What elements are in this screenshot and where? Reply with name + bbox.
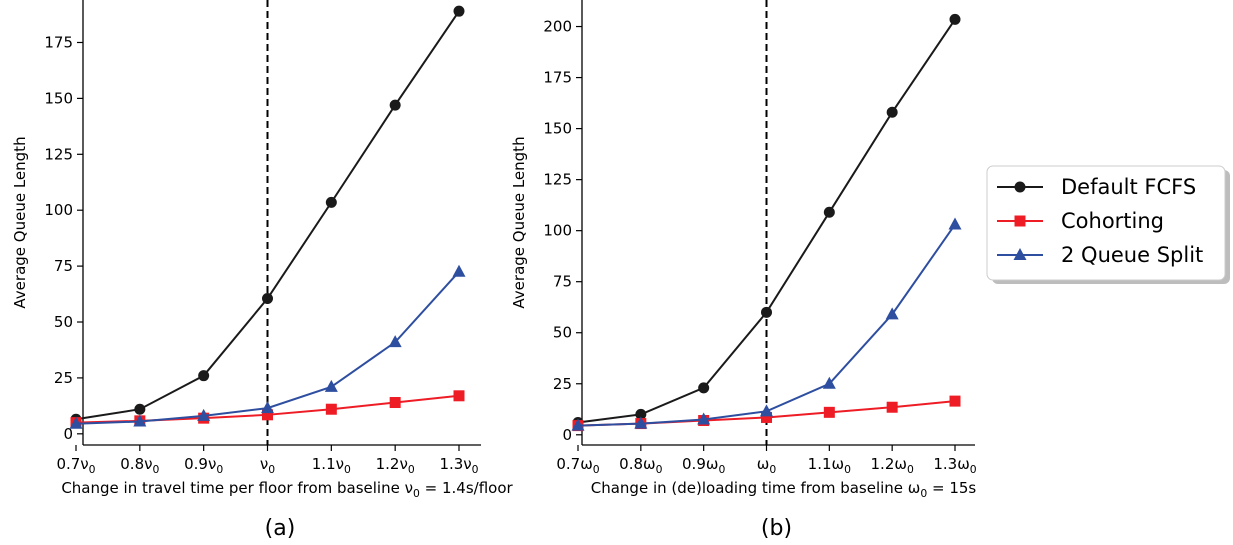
point-2-queue-split [197, 408, 211, 421]
x-tick-label: 1.1ν0​ [312, 455, 351, 476]
y-tick-label: 25 [54, 369, 73, 387]
panel-b: 0 25 50 75 100 125 150 175 200 0.7ω0​ 0.8ω0​ 0.9ω0​… [510, 0, 977, 541]
point-default-fcfs [453, 5, 465, 17]
x-tick-label: 0.8ω0​ [619, 455, 662, 476]
point-cohorting [389, 397, 401, 409]
x-tick-label: 0.7ν0​ [56, 455, 95, 476]
y-tick-label: 0 [63, 425, 73, 443]
point-default-fcfs [198, 370, 210, 382]
point-default-fcfs [698, 382, 710, 394]
x-tick-label: ω0​ [757, 455, 777, 476]
panel-label: (b) [761, 516, 792, 541]
point-default-fcfs [134, 403, 146, 415]
x-tick-label: 0.9ν0​ [184, 455, 223, 476]
panel-label: (a) [265, 516, 296, 541]
point-2-queue-split [69, 416, 83, 429]
x-tick-label: 0.7ω0​ [556, 455, 599, 476]
point-default-fcfs [635, 408, 647, 420]
point-default-fcfs [823, 206, 835, 218]
y-tick-label: 75 [553, 273, 572, 291]
y-tick-label: 50 [553, 324, 572, 342]
point-2-queue-split [133, 414, 147, 427]
legend-label-2-queue-split: 2 Queue Split [1061, 243, 1203, 267]
point-2-queue-split [634, 416, 648, 429]
point-default-fcfs [949, 13, 961, 25]
legend-marker-default-fcfs [1014, 181, 1026, 193]
y-tick-label: 150 [44, 89, 73, 107]
y-tick-label: 175 [44, 33, 73, 51]
x-tick-label: 1.3ν0​ [439, 455, 478, 476]
y-tick-label: 200 [543, 18, 572, 36]
y-tick-label: 25 [553, 375, 572, 393]
y-axis-label: Average Queue Length [510, 136, 528, 308]
point-cohorting [325, 403, 337, 415]
x-tick-label: 1.1ω0​ [808, 455, 851, 476]
point-cohorting [453, 390, 465, 402]
x-axis-label: Change in (de)loading time from baseline… [591, 479, 977, 500]
x-tick-label: 1.3ω0​ [933, 455, 976, 476]
x-tick-label: 1.2ω0​ [871, 455, 914, 476]
point-2-queue-split [571, 418, 585, 431]
y-axis-label: Average Queue Length [11, 136, 29, 308]
y-tick-label: 100 [543, 222, 572, 240]
point-cohorting [761, 411, 772, 423]
point-default-fcfs [262, 293, 273, 305]
point-default-fcfs [886, 106, 898, 118]
point-2-queue-split [324, 379, 338, 392]
point-cohorting [262, 409, 273, 421]
point-cohorting [949, 395, 961, 407]
y-tick-label: 100 [44, 201, 73, 219]
point-default-fcfs [325, 196, 337, 208]
panel-a: 0 25 50 75 100 125 150 175 0.7ν0​ 0.8ν0​ 0.9ν0​ ν0​… [11, 0, 513, 541]
y-tick-label: 75 [54, 257, 73, 275]
x-tick-label: 0.8ν0​ [120, 455, 159, 476]
point-default-fcfs [389, 99, 401, 111]
point-2-queue-split [822, 376, 836, 389]
point-2-queue-split [388, 335, 402, 348]
point-2-queue-split [452, 264, 466, 277]
legend-label-cohorting: Cohorting [1061, 209, 1164, 233]
y-tick-label: 150 [543, 120, 572, 138]
y-tick-label: 0 [562, 426, 572, 444]
x-tick-label: 0.9ω0​ [682, 455, 725, 476]
point-2-queue-split [261, 401, 274, 414]
point-2-queue-split [885, 307, 899, 320]
point-default-fcfs [761, 306, 772, 318]
x-axis-label: Change in travel time per floor from bas… [61, 479, 513, 500]
legend-box [986, 165, 1226, 281]
x-tick-label: 1.2ν0​ [376, 455, 415, 476]
x-tick-label: ν0​ [260, 455, 275, 476]
legend-marker-cohorting [1014, 215, 1026, 227]
point-cohorting [886, 401, 898, 413]
y-tick-label: 175 [543, 69, 572, 87]
point-2-queue-split [760, 404, 773, 417]
y-tick-label: 125 [543, 171, 572, 189]
legend: Default FCFS Cohorting 2 Queue Split [986, 165, 1230, 284]
point-2-queue-split [697, 412, 711, 425]
point-2-queue-split [948, 217, 962, 230]
y-tick-label: 50 [54, 313, 73, 331]
y-tick-label: 125 [44, 145, 73, 163]
legend-marker-2-queue-split [1013, 248, 1027, 260]
point-cohorting [823, 406, 835, 418]
legend-label-default-fcfs: Default FCFS [1061, 175, 1196, 199]
